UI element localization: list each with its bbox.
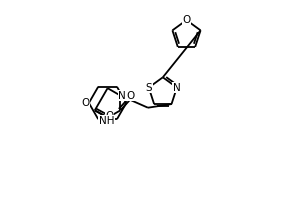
Text: O: O xyxy=(81,98,89,108)
Text: O: O xyxy=(182,15,190,25)
Text: N: N xyxy=(118,91,126,101)
Text: N: N xyxy=(173,83,181,93)
Text: O: O xyxy=(105,111,113,121)
Text: NH: NH xyxy=(99,116,114,126)
Text: S: S xyxy=(146,83,152,93)
Text: O: O xyxy=(126,91,134,101)
